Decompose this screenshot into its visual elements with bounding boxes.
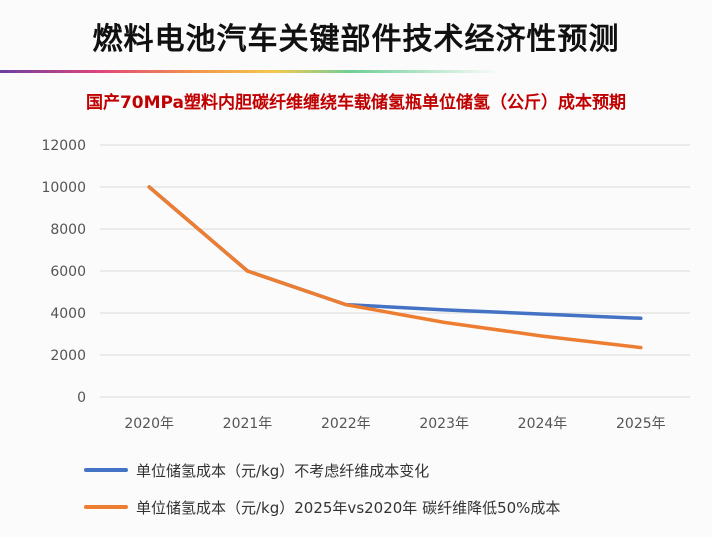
y-tick-label: 8000 [50,222,86,238]
x-tick-label: 2023年 [419,416,469,432]
series-line-blue [147,185,643,321]
title-underline [0,70,500,73]
legend-swatch-blue [84,468,128,472]
x-tick-label: 2025年 [616,416,666,432]
x-tick-label: 2024年 [518,416,568,432]
legend-item-orange: 单位储氢成本（元/kg）2025年vs2020年 碳纤维降低50%成本 [84,495,704,519]
legend-label-orange: 单位储氢成本（元/kg）2025年vs2020年 碳纤维降低50%成本 [136,498,561,517]
legend-item-blue: 单位储氢成本（元/kg）不考虑纤维成本变化 [84,458,704,482]
legend-swatch-orange [84,505,128,509]
y-tick-label: 12000 [41,138,86,154]
y-tick-label: 4000 [50,306,86,322]
chart-subtitle: 国产70MPa塑料内胆碳纤维缠绕车载储氢瓶单位储氢（公斤）成本预期 [85,93,627,113]
x-tick-label: 2020年 [124,416,174,432]
series-line-orange [147,185,643,350]
y-tick-label: 0 [77,390,86,406]
legend-label-blue: 单位储氢成本（元/kg）不考虑纤维成本变化 [136,461,430,480]
x-tick-label: 2021年 [223,416,273,432]
page-title: 燃料电池汽车关键部件技术经济性预测 [92,22,620,57]
y-tick-label: 2000 [50,348,86,364]
y-tick-label: 6000 [50,264,86,280]
x-tick-label: 2022年 [321,416,371,432]
y-tick-label: 10000 [41,180,86,196]
